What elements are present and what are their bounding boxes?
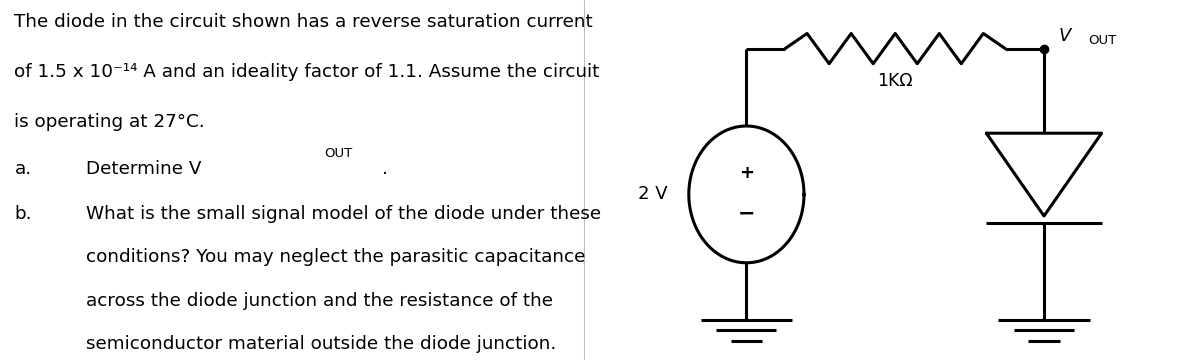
Text: semiconductor material outside the diode junction.: semiconductor material outside the diode… — [86, 335, 557, 353]
Text: 1KΩ: 1KΩ — [877, 72, 913, 90]
Text: +: + — [739, 163, 754, 181]
Text: OUT: OUT — [324, 147, 353, 160]
Text: −: − — [738, 203, 755, 224]
Text: What is the small signal model of the diode under these: What is the small signal model of the di… — [86, 205, 601, 223]
Text: is operating at 27°C.: is operating at 27°C. — [14, 113, 205, 131]
Text: .: . — [382, 160, 388, 178]
Text: b.: b. — [14, 205, 32, 223]
Text: 2 V: 2 V — [637, 185, 667, 203]
Text: Determine V: Determine V — [86, 160, 202, 178]
Text: V: V — [1058, 27, 1070, 45]
Text: a.: a. — [14, 160, 31, 178]
Text: across the diode junction and the resistance of the: across the diode junction and the resist… — [86, 292, 553, 310]
Text: OUT: OUT — [1088, 34, 1117, 47]
Text: of 1.5 x 10⁻¹⁴ A and an ideality factor of 1.1. Assume the circuit: of 1.5 x 10⁻¹⁴ A and an ideality factor … — [14, 63, 600, 81]
Text: conditions? You may neglect the parasitic capacitance: conditions? You may neglect the parasiti… — [86, 248, 586, 266]
Text: The diode in the circuit shown has a reverse saturation current: The diode in the circuit shown has a rev… — [14, 13, 593, 31]
